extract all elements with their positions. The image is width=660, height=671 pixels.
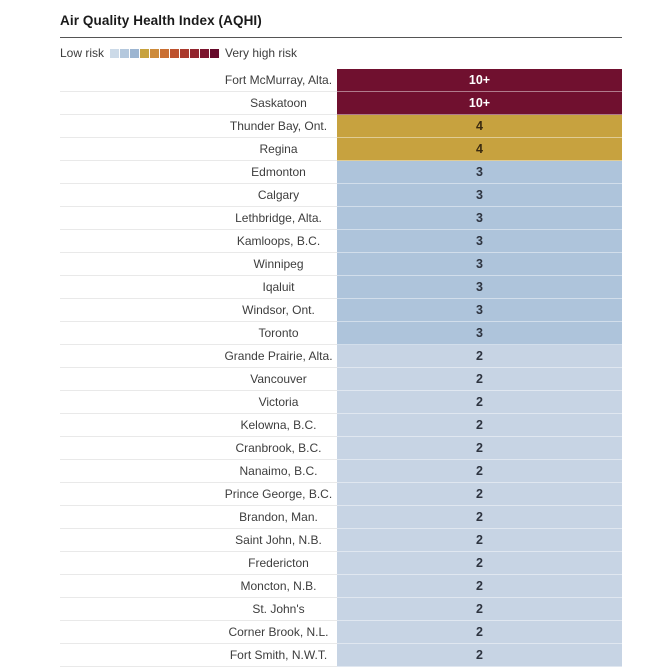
aqhi-value-bar: 3 bbox=[337, 322, 622, 345]
legend-swatch bbox=[130, 48, 140, 58]
aqhi-value-bar: 2 bbox=[337, 621, 622, 644]
aqhi-value-bar: 4 bbox=[337, 115, 622, 138]
aqhi-value-bar: 3 bbox=[337, 230, 622, 253]
legend-swatch bbox=[160, 48, 170, 58]
table-row: Brandon, Man. 2 bbox=[60, 506, 622, 529]
legend-high-label: Very high risk bbox=[225, 46, 298, 60]
aqhi-value-bar: 2 bbox=[337, 414, 622, 437]
table-row: Edmonton 3 bbox=[60, 161, 622, 184]
city-label: Fort McMurray, Alta. bbox=[60, 69, 337, 92]
table-row: Thunder Bay, Ont. 4 bbox=[60, 115, 622, 138]
city-label: Victoria bbox=[60, 391, 337, 414]
city-label: Nanaimo, B.C. bbox=[60, 460, 337, 483]
aqhi-value-bar: 2 bbox=[337, 345, 622, 368]
city-label: Brandon, Man. bbox=[60, 506, 337, 529]
aqhi-value-bar: 4 bbox=[337, 138, 622, 161]
legend-color-scale bbox=[110, 48, 220, 58]
table-row: St. John's 2 bbox=[60, 598, 622, 621]
aqhi-value-bar: 10+ bbox=[337, 69, 622, 92]
city-label: Prince George, B.C. bbox=[60, 483, 337, 506]
aqhi-value-bar: 3 bbox=[337, 253, 622, 276]
aqhi-value-bar: 2 bbox=[337, 575, 622, 598]
city-label: Kelowna, B.C. bbox=[60, 414, 337, 437]
aqhi-value-bar: 2 bbox=[337, 437, 622, 460]
aqhi-value-bar: 3 bbox=[337, 276, 622, 299]
table-row: Windsor, Ont. 3 bbox=[60, 299, 622, 322]
city-label: Regina bbox=[60, 138, 337, 161]
table-row: Grande Prairie, Alta. 2 bbox=[60, 345, 622, 368]
aqhi-value-bar: 3 bbox=[337, 184, 622, 207]
table-row: Victoria 2 bbox=[60, 391, 622, 414]
aqhi-value-bar: 2 bbox=[337, 529, 622, 552]
aqhi-value-bar: 2 bbox=[337, 552, 622, 575]
table-row: Regina 4 bbox=[60, 138, 622, 161]
table-row: Prince George, B.C. 2 bbox=[60, 483, 622, 506]
aqhi-value-bar: 3 bbox=[337, 207, 622, 230]
city-label: Edmonton bbox=[60, 161, 337, 184]
city-label: Winnipeg bbox=[60, 253, 337, 276]
city-label: Grande Prairie, Alta. bbox=[60, 345, 337, 368]
legend-swatch bbox=[190, 48, 200, 58]
table-row: Kelowna, B.C. 2 bbox=[60, 414, 622, 437]
table-row: Saint John, N.B. 2 bbox=[60, 529, 622, 552]
aqhi-value-bar: 2 bbox=[337, 391, 622, 414]
city-label: Calgary bbox=[60, 184, 337, 207]
legend-swatch bbox=[150, 48, 160, 58]
city-label: Fredericton bbox=[60, 552, 337, 575]
page-title: Air Quality Health Index (AQHI) bbox=[60, 14, 622, 38]
legend-swatch bbox=[200, 48, 210, 58]
city-label: Fort Smith, N.W.T. bbox=[60, 644, 337, 667]
city-label: Thunder Bay, Ont. bbox=[60, 115, 337, 138]
table-row: Calgary 3 bbox=[60, 184, 622, 207]
city-label: Windsor, Ont. bbox=[60, 299, 337, 322]
legend-swatch bbox=[110, 48, 120, 58]
city-label: Kamloops, B.C. bbox=[60, 230, 337, 253]
table-row: Fort McMurray, Alta. 10+ bbox=[60, 69, 622, 92]
city-label: Iqaluit bbox=[60, 276, 337, 299]
city-label: Corner Brook, N.L. bbox=[60, 621, 337, 644]
aqhi-value-bar: 2 bbox=[337, 598, 622, 621]
table-row: Saskatoon 10+ bbox=[60, 92, 622, 115]
city-label: Lethbridge, Alta. bbox=[60, 207, 337, 230]
city-label: Vancouver bbox=[60, 368, 337, 391]
table-row: Vancouver 2 bbox=[60, 368, 622, 391]
table-row: Nanaimo, B.C. 2 bbox=[60, 460, 622, 483]
table-row: Fort Smith, N.W.T. 2 bbox=[60, 644, 622, 667]
table-row: Lethbridge, Alta. 3 bbox=[60, 207, 622, 230]
aqhi-value-bar: 3 bbox=[337, 161, 622, 184]
aqhi-value-bar: 2 bbox=[337, 483, 622, 506]
table-row: Cranbrook, B.C. 2 bbox=[60, 437, 622, 460]
legend-swatch bbox=[140, 48, 150, 58]
aqhi-value-bar: 3 bbox=[337, 299, 622, 322]
aqhi-value-bar: 10+ bbox=[337, 92, 622, 115]
table-row: Toronto 3 bbox=[60, 322, 622, 345]
city-label: St. John's bbox=[60, 598, 337, 621]
legend-swatch bbox=[170, 48, 180, 58]
city-label: Toronto bbox=[60, 322, 337, 345]
city-label: Saskatoon bbox=[60, 92, 337, 115]
table-row: Winnipeg 3 bbox=[60, 253, 622, 276]
aqhi-value-bar: 2 bbox=[337, 644, 622, 667]
legend-swatch bbox=[180, 48, 190, 58]
risk-legend: Low risk Very high risk bbox=[60, 46, 622, 60]
legend-swatch bbox=[210, 48, 220, 58]
aqhi-value-bar: 2 bbox=[337, 460, 622, 483]
legend-low-label: Low risk bbox=[60, 46, 105, 60]
table-row: Kamloops, B.C. 3 bbox=[60, 230, 622, 253]
city-label: Moncton, N.B. bbox=[60, 575, 337, 598]
aqhi-table: Fort McMurray, Alta. 10+ Saskatoon 10+ Thund… bbox=[60, 69, 622, 667]
aqhi-value-bar: 2 bbox=[337, 368, 622, 391]
city-label: Saint John, N.B. bbox=[60, 529, 337, 552]
legend-swatch bbox=[120, 48, 130, 58]
city-label: Cranbrook, B.C. bbox=[60, 437, 337, 460]
table-row: Iqaluit 3 bbox=[60, 276, 622, 299]
table-row: Fredericton 2 bbox=[60, 552, 622, 575]
table-row: Corner Brook, N.L. 2 bbox=[60, 621, 622, 644]
table-row: Moncton, N.B. 2 bbox=[60, 575, 622, 598]
aqhi-value-bar: 2 bbox=[337, 506, 622, 529]
